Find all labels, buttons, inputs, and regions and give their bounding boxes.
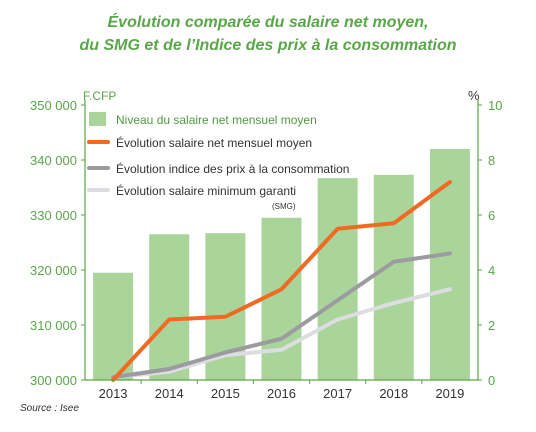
source-note: Source : Isee xyxy=(20,403,79,414)
right-tick-label: 2 xyxy=(488,318,495,333)
left-tick-label: 340 000 xyxy=(30,153,77,168)
left-tick-label: 310 000 xyxy=(30,318,77,333)
left-tick-label: 330 000 xyxy=(30,208,77,223)
right-tick-label: 0 xyxy=(488,373,495,388)
left-tick-label: 320 000 xyxy=(30,263,77,278)
x-tick-label: 2014 xyxy=(155,386,184,401)
right-tick-label: 10 xyxy=(488,98,502,113)
x-tick-label: 2015 xyxy=(211,386,240,401)
x-tick-label: 2013 xyxy=(99,386,128,401)
legend-note-smg: (SMG) xyxy=(272,202,296,211)
bar-2014 xyxy=(149,234,190,380)
series-line-2 xyxy=(111,251,452,380)
legend-label-series-2: Évolution indice des prix à la consommat… xyxy=(116,161,349,176)
bar-2019 xyxy=(429,149,470,380)
right-tick-label: 4 xyxy=(488,263,495,278)
x-tick-label: 2017 xyxy=(323,386,352,401)
bar-2013 xyxy=(93,272,134,380)
right-unit-label: % xyxy=(468,88,480,103)
right-tick-label: 8 xyxy=(488,153,495,168)
legend-swatch-bars xyxy=(89,112,106,126)
right-tick-label: 6 xyxy=(488,208,495,223)
series-line-3 xyxy=(111,287,452,380)
left-tick-label: 350 000 xyxy=(30,98,77,113)
legend-label-series-3: Évolution salaire minimum garanti xyxy=(116,183,296,198)
legend-label-series-1: Évolution salaire net mensuel moyen xyxy=(116,135,312,150)
bar-2017 xyxy=(317,178,358,380)
bar-2016 xyxy=(261,217,302,380)
x-tick-label: 2019 xyxy=(435,386,464,401)
series-line-1 xyxy=(111,180,452,382)
x-tick-label: 2018 xyxy=(379,386,408,401)
chart-title-line-1: Évolution comparée du salaire net moyen, xyxy=(107,14,429,31)
chart-title-line-2: du SMG et de l’Indice des prix à la cons… xyxy=(79,37,457,54)
bar-2018 xyxy=(373,174,414,380)
left-tick-label: 300 000 xyxy=(30,373,77,388)
legend-label-bars: Niveau du salaire net mensuel moyen xyxy=(116,113,317,127)
x-tick-label: 2016 xyxy=(267,386,296,401)
left-unit-label: F.CFP xyxy=(83,89,116,103)
